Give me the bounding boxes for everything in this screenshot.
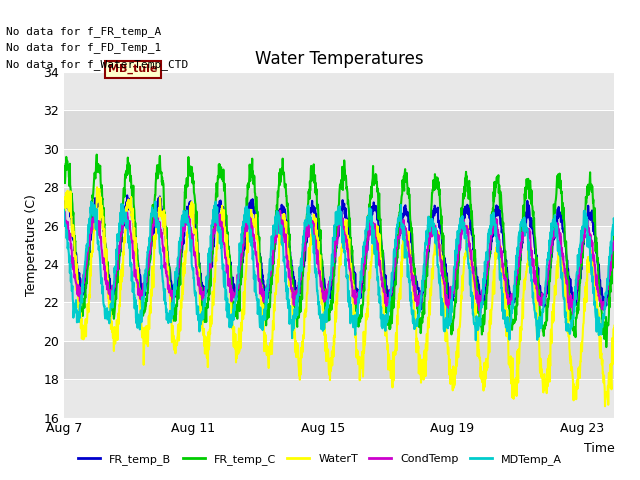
Title: Water Temperatures: Water Temperatures [255,49,424,68]
Text: MB_tule: MB_tule [108,64,157,74]
Bar [64,264,614,302]
Legend: FR_temp_B, FR_temp_C, WaterT, CondTemp, MDTemp_A: FR_temp_B, FR_temp_C, WaterT, CondTemp, … [74,450,566,469]
Text: No data for f_FD_Temp_1: No data for f_FD_Temp_1 [6,42,162,53]
Bar [64,110,614,149]
Bar [64,187,614,226]
X-axis label: Time: Time [584,442,614,455]
Bar [64,341,614,379]
Y-axis label: Temperature (C): Temperature (C) [25,194,38,296]
Text: No data for f_WaterTemp_CTD: No data for f_WaterTemp_CTD [6,59,189,70]
Text: No data for f_FR_temp_A: No data for f_FR_temp_A [6,25,162,36]
